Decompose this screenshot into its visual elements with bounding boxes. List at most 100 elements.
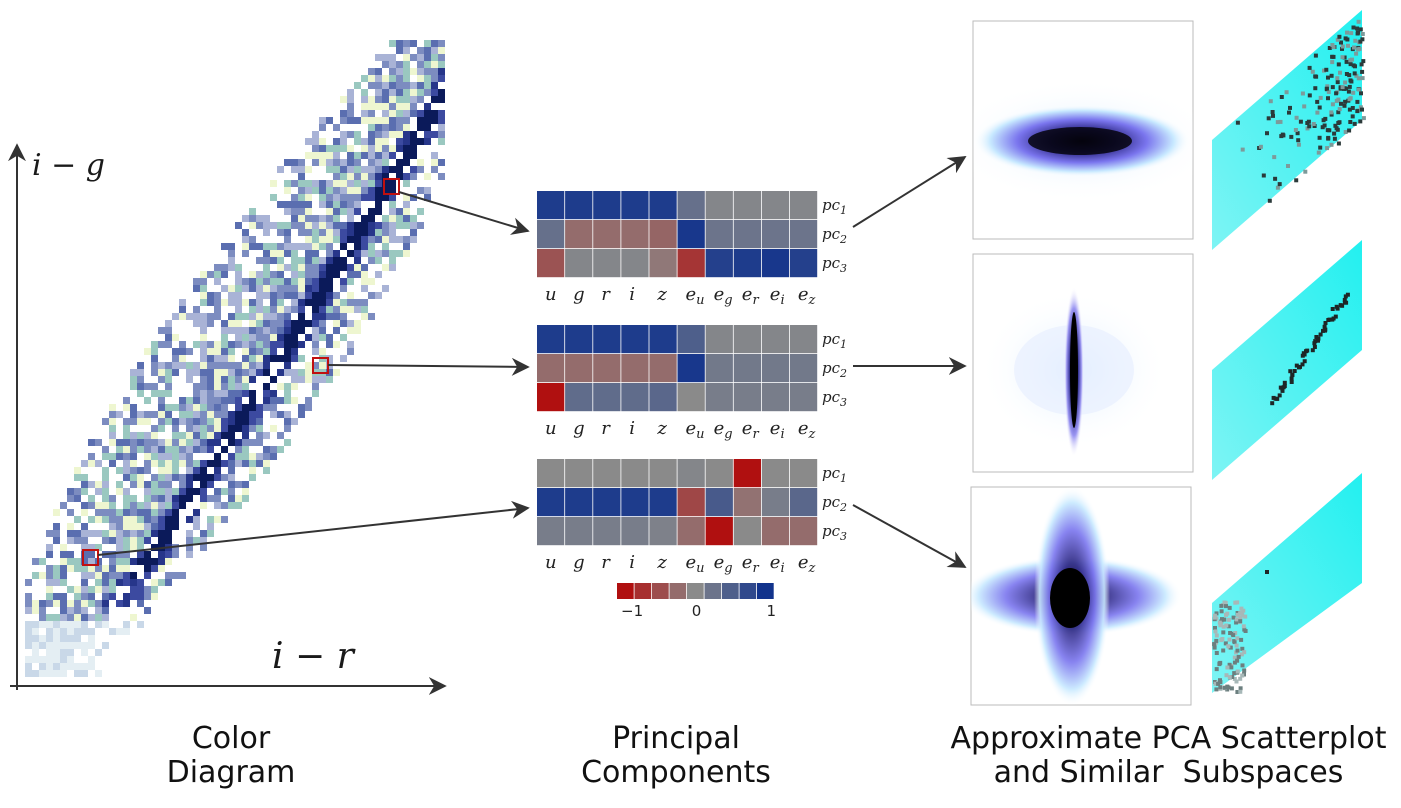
y-axis-label: i − g (32, 148, 105, 183)
pca-cell (649, 249, 677, 278)
column-label-e_z: ez (798, 284, 816, 308)
colorbar-swatch (704, 583, 722, 599)
pca-cell (537, 249, 565, 278)
pca-cell (733, 354, 761, 383)
pca-cell (705, 325, 733, 354)
row-label-pc2: pc2 (822, 225, 847, 246)
column-label-g: g (573, 418, 585, 439)
pca-matrix-1: pc1 pc2 pc3 u g r i z eu eg er ei ez (537, 191, 847, 308)
pca-cell (565, 191, 593, 220)
arrow-pca1-to-scatter1 (852, 156, 967, 228)
pca-cell (593, 488, 621, 517)
colorbar-tick-label: 0 (692, 602, 702, 620)
row-label-pc3: pc3 (822, 522, 847, 543)
scatterplot-horizontal-ellipse (972, 20, 1194, 240)
highlight-box-1 (383, 178, 400, 195)
row-label-pc2: pc2 (822, 359, 847, 380)
pca-cell (593, 383, 621, 412)
pca-cell (593, 249, 621, 278)
pca-cell (761, 191, 790, 220)
pca-cell (761, 517, 790, 546)
pca-cell (677, 383, 705, 412)
pca-cell (705, 488, 733, 517)
caption-approximate-pca-line2: and Similar Subspaces (993, 755, 1344, 790)
pca-cell (593, 517, 621, 546)
colorbar-swatch (617, 583, 634, 599)
column-label-r: r (601, 284, 611, 305)
pca-cell (789, 354, 818, 383)
pca-cell (677, 191, 705, 220)
pca-cell (677, 220, 705, 249)
pca-cell (761, 220, 790, 249)
pca-cell (789, 488, 818, 517)
connector-arrows-left (97, 191, 530, 556)
column-label-e_g: eg (714, 418, 733, 442)
scatterplot-vertical-needle (972, 253, 1194, 473)
pca-cell (733, 488, 761, 517)
pca-cell (733, 517, 761, 546)
pca-matrix-3: pc1 pc2 pc3 u g r i z eu eg er ei ez (537, 459, 847, 576)
row-label-pc1: pc1 (822, 196, 847, 217)
arrow-pca3-to-scatter3 (852, 504, 967, 568)
pca-cell (789, 191, 818, 220)
column-label-u: u (545, 284, 557, 305)
color-diagram-heatmap (25, 40, 445, 677)
pca-cell (733, 220, 761, 249)
pca-cell (593, 459, 621, 488)
pca-cell (733, 383, 761, 412)
x-axis-label: i − r (272, 636, 356, 677)
pca-cell (565, 220, 593, 249)
pca-cell (621, 220, 649, 249)
pca-cell (761, 325, 790, 354)
pca-cell (537, 191, 565, 220)
arrow-box3-to-pca3 (97, 500, 530, 556)
pca-cell (761, 383, 790, 412)
pca-cell (789, 249, 818, 278)
pca-cell (621, 354, 649, 383)
pca-cell (537, 488, 565, 517)
caption-principal-components-line2: Components (581, 755, 771, 790)
pca-cell (705, 517, 733, 546)
pca-cell (593, 354, 621, 383)
pca-cell (705, 383, 733, 412)
column-label-e_z: ez (798, 418, 816, 442)
row-label-pc1: pc1 (822, 464, 847, 485)
pca-cell (649, 354, 677, 383)
pca-cell (565, 459, 593, 488)
column-label-g: g (573, 284, 585, 305)
pca-cell (649, 191, 677, 220)
column-label-e_u: eu (686, 418, 705, 442)
caption-approximate-pca-line1: Approximate PCA Scatterplot (950, 721, 1387, 756)
row-label-pc3: pc3 (822, 388, 847, 409)
colorbar: −1 0 1 (617, 583, 776, 620)
column-label-e_r: er (742, 552, 760, 576)
column-label-e_u: eu (686, 284, 705, 308)
pca-cell (593, 220, 621, 249)
caption-color-diagram: Color Diagram (141, 722, 321, 790)
pca-cell (789, 220, 818, 249)
column-label-e_i: ei (770, 418, 785, 442)
pca-cell (621, 191, 649, 220)
pca-cell (537, 325, 565, 354)
pca-matrix-2: pc1 pc2 pc3 u g r i z eu eg er ei ez (537, 325, 847, 442)
pca-cell (565, 383, 593, 412)
column-label-g: g (573, 552, 585, 573)
column-label-e_i: ei (770, 284, 785, 308)
column-label-e_i: ei (770, 552, 785, 576)
pca-cell (677, 517, 705, 546)
subspace-middle-line (1212, 240, 1362, 480)
arrow-box1-to-pca1 (398, 191, 530, 235)
pca-cell (705, 249, 733, 278)
column-label-i: i (629, 552, 635, 573)
pca-cell (537, 220, 565, 249)
pca-cell (621, 325, 649, 354)
pca-cell (649, 459, 677, 488)
subspace-bottom-sparse (1212, 473, 1362, 693)
colorbar-tick-label: −1 (621, 602, 643, 620)
pca-cell (649, 383, 677, 412)
colorbar-swatch (634, 583, 652, 599)
pca-cell (789, 383, 818, 412)
pca-cell (733, 191, 761, 220)
